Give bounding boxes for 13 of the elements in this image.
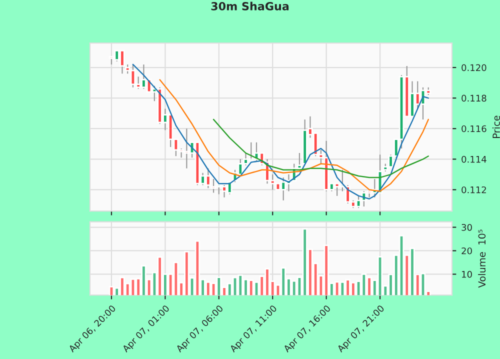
line-series	[159, 79, 429, 192]
y-tick-label: 0.116	[462, 125, 486, 132]
chart-title: 30m ShaGua	[211, 2, 289, 10]
y-tick-label: 0.120	[462, 64, 486, 72]
line-series	[132, 64, 429, 200]
y-tick-label: 20	[462, 247, 472, 254]
y-axis-title: Price	[492, 116, 500, 138]
y-tick-label: 30	[462, 224, 472, 231]
y-tick-label: 0.114	[462, 156, 486, 163]
y-tick-label: 10	[462, 270, 472, 278]
y-tick-label: 0.118	[462, 94, 486, 102]
y-axis-title: Volume 10⁵	[478, 230, 486, 288]
y-tick-label: 0.112	[462, 186, 486, 194]
